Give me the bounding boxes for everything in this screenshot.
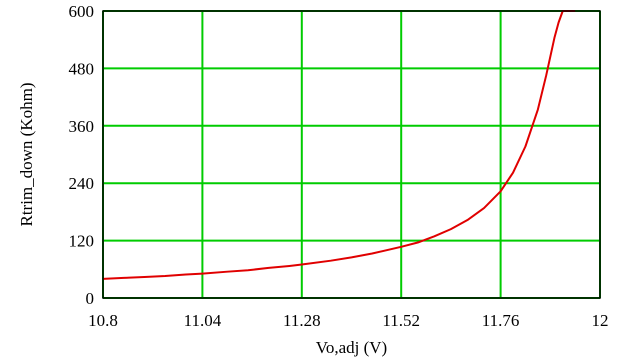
series-layer: [102, 10, 576, 280]
y-tick-label: 0: [86, 289, 95, 308]
y-axis-title: Rtrim_down (Kohm): [17, 82, 36, 226]
x-tick-label: 11.76: [482, 311, 520, 330]
x-tick-label: 12: [592, 311, 609, 330]
plot-frame: [102, 10, 601, 299]
x-tick-label: 10.8: [88, 311, 118, 330]
grid-layer: [102, 10, 601, 299]
x-tick-labels: 10.8 11.04 11.28 11.52 11.76 12: [88, 311, 608, 330]
x-tick-label: 11.52: [382, 311, 420, 330]
x-tick-label: 11.04: [184, 311, 222, 330]
x-tick-label: 11.28: [283, 311, 321, 330]
y-tick-labels: 0 120 240 360 480 600: [69, 2, 95, 308]
y-tick-label: 600: [69, 2, 95, 21]
series-line: [102, 10, 576, 280]
y-tick-label: 240: [69, 174, 95, 193]
y-tick-label: 120: [69, 232, 95, 251]
x-axis-title: Vo,adj (V): [316, 338, 387, 357]
y-tick-label: 360: [69, 117, 95, 136]
y-tick-label: 480: [69, 59, 95, 78]
